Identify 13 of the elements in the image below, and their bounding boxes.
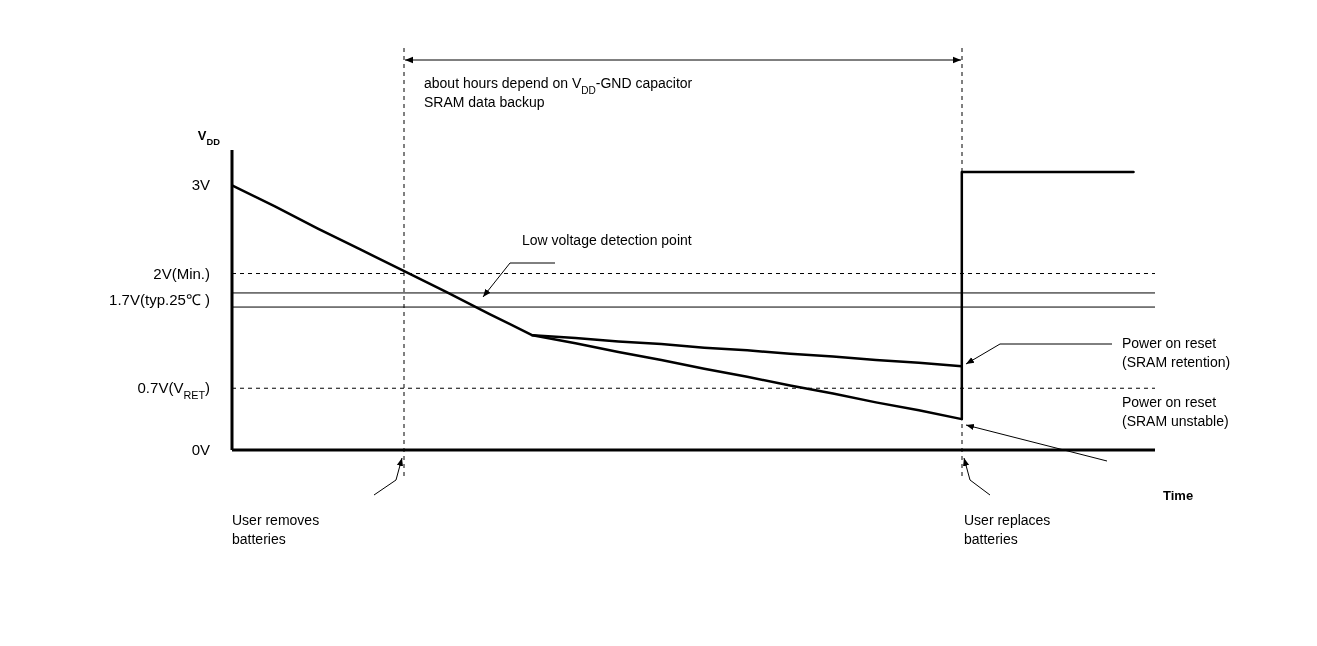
annotation: Power on reset (SRAM retention) (1122, 335, 1231, 370)
text: User replaces batteries (964, 512, 1051, 547)
y-tick-label: 2V(Min.) (153, 264, 210, 282)
y-tick-label: 0V (191, 441, 210, 458)
x-axis-title: Time (1163, 488, 1194, 503)
y-axis-title: V$_{DD}$ (197, 128, 221, 147)
text: about hours depend on V$_{DD}$-GND capacitor SRAM data backup (424, 75, 693, 110)
annotation: Low voltage detection point (522, 232, 692, 248)
y-tick-label: 3V (191, 176, 210, 194)
y-tick-label: 0.7V(V$_{RET}$) (137, 379, 210, 402)
y-tick-label: 1.7V(typ.25℃ ) (109, 291, 210, 308)
text: User removes batteries (232, 512, 320, 547)
annotation: Power on reset (SRAM unstable) (1122, 394, 1229, 429)
